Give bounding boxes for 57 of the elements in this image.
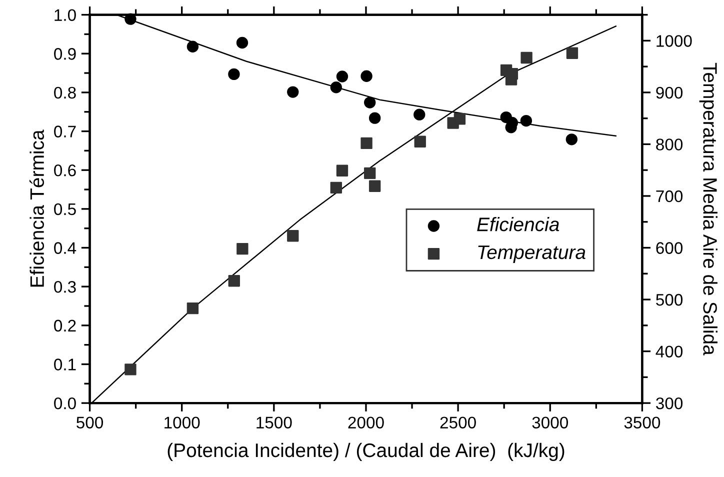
point xyxy=(360,70,372,82)
y2-tick-label: 500 xyxy=(656,294,683,306)
point xyxy=(236,242,248,255)
y2-tick-label: 300 xyxy=(656,397,683,410)
y-tick-label: 0.5 xyxy=(54,203,76,216)
y2-tick-label: 800 xyxy=(656,138,683,150)
y-tick-label: 0.1 xyxy=(54,358,76,370)
point xyxy=(336,70,348,82)
point xyxy=(330,182,342,194)
y2-tick-label: 900 xyxy=(656,86,683,99)
x-tick-label: 2500 xyxy=(440,416,476,428)
point xyxy=(360,137,372,150)
point xyxy=(364,167,376,180)
legend-label: Temperatura xyxy=(478,246,586,263)
y2-tick-label: 600 xyxy=(656,242,683,254)
x-tick-label: 1000 xyxy=(164,416,200,428)
point xyxy=(330,82,342,94)
y-tick-label: 0.8 xyxy=(54,86,76,99)
y-tick-label: 0.3 xyxy=(54,280,76,293)
point xyxy=(186,40,199,52)
point xyxy=(520,52,532,64)
point xyxy=(454,113,466,125)
point xyxy=(124,364,136,376)
point xyxy=(287,230,299,242)
x-tick-label: 2000 xyxy=(348,416,384,428)
point xyxy=(287,86,299,98)
y-tick-label: 1.0 xyxy=(54,9,76,21)
y-tick-label: 0.0 xyxy=(54,397,76,410)
y-tick-label: 0.6 xyxy=(54,164,76,176)
point xyxy=(414,108,426,120)
point xyxy=(520,114,532,127)
y-tick-label: 0.7 xyxy=(54,126,76,138)
point xyxy=(236,36,248,49)
y2-axis-title: Temperatura Media Aire de Salida xyxy=(699,62,718,356)
x-tick-label: 1500 xyxy=(256,416,292,428)
y2-tick-label: 1000 xyxy=(656,35,692,47)
point xyxy=(566,47,578,59)
point xyxy=(566,134,578,146)
point xyxy=(228,275,240,287)
point xyxy=(186,302,199,314)
y2-tick-label: 400 xyxy=(656,346,683,358)
y2-tick-label: 700 xyxy=(656,190,683,202)
legend-label: Eficiencia xyxy=(477,217,560,232)
y-tick-label: 0.2 xyxy=(54,320,76,332)
point xyxy=(368,112,381,124)
point xyxy=(368,180,381,192)
x-tick-label: 3500 xyxy=(624,416,660,428)
y-tick-label: 0.4 xyxy=(54,242,76,254)
point xyxy=(336,164,348,176)
y-axis-title: Eficiencia Térmica xyxy=(30,130,44,287)
point xyxy=(414,136,426,148)
x-tick-label: 500 xyxy=(76,416,104,428)
y-tick-label: 0.9 xyxy=(54,48,76,60)
x-tick-label: 3000 xyxy=(532,416,568,428)
point xyxy=(364,96,376,108)
point xyxy=(228,68,240,80)
x-axis-title: (Potencia Incidente) / (Caudal de Aire) (kJ/kg) xyxy=(168,442,564,462)
